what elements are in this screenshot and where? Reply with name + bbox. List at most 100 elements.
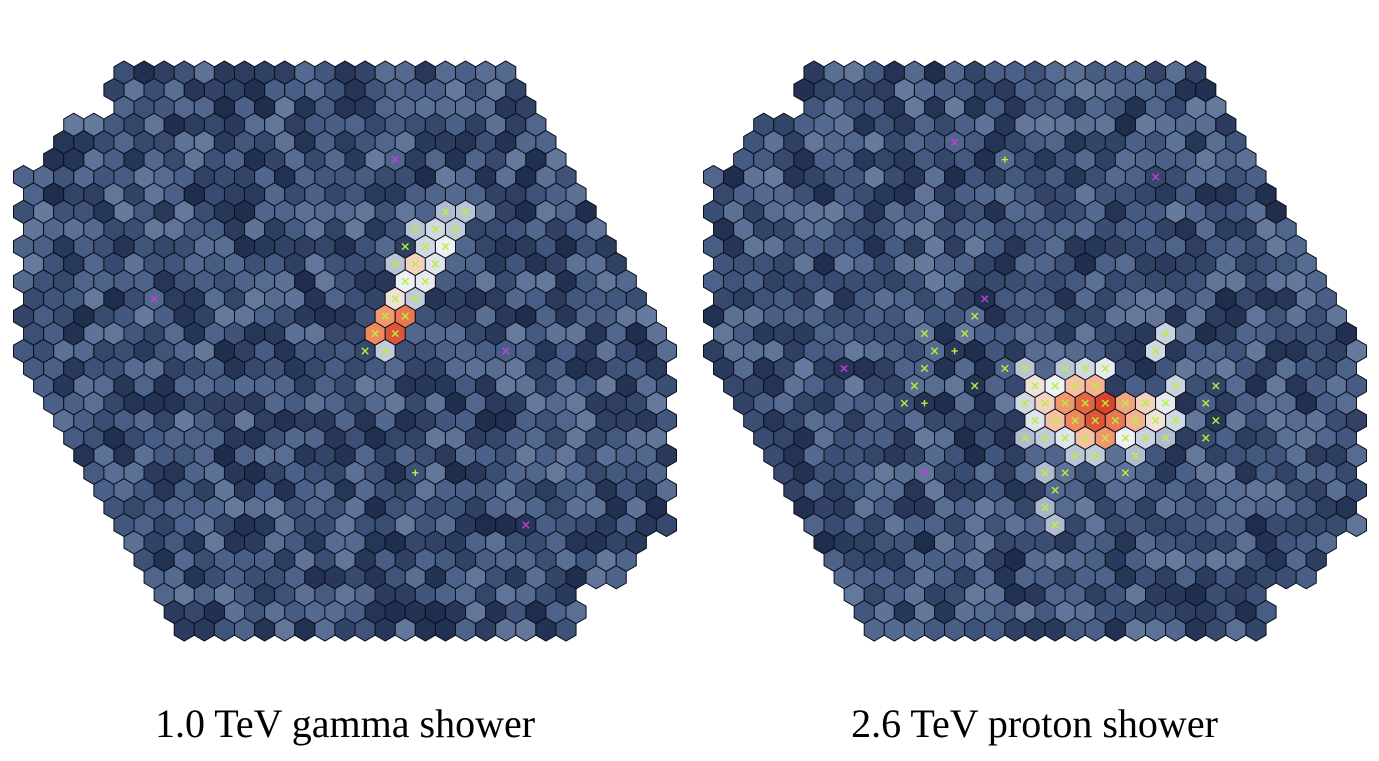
cleaned-pixel-marker [1041,469,1049,477]
cleaned-pixel-marker [411,295,420,303]
cleaned-pixel-marker [1071,416,1079,425]
cleaned-pixel-marker [1041,399,1049,407]
cleaned-pixel-marker [401,277,409,286]
flagged-pixel-marker [150,295,158,303]
cleaned-pixel-marker [381,312,389,320]
cleaned-pixel-marker [421,242,430,251]
cleaned-pixel-marker [1001,364,1009,373]
camera-pixel [655,443,678,468]
cleaned-pixel-marker [900,399,909,407]
cleaned-pixel-marker [1101,434,1110,442]
cleaned-pixel-marker [1051,521,1059,529]
camera-pixel [655,478,678,503]
cleaned-pixel-marker [930,347,939,355]
cleaned-pixel-marker [971,312,979,320]
cleaned-pixel-marker [1131,451,1140,460]
cleaned-pixel-marker [461,208,470,216]
camera-image-proton [702,60,1368,642]
pixel-grid [702,60,1368,642]
cleaned-pixel-marker [1031,382,1039,390]
cleaned-pixel-marker [1171,416,1180,425]
cleaned-pixel-marker [401,242,409,251]
cleaned-pixel-marker [361,347,369,355]
cleaned-pixel-marker [1202,434,1210,442]
cleaned-pixel-marker [1091,451,1099,460]
cleaned-pixel-marker [1131,416,1140,425]
cleaned-pixel-marker [1101,399,1110,407]
cleaned-pixel-marker [1061,434,1069,442]
camera-pixel [565,599,587,625]
camera-pixel [1345,408,1368,433]
cleaned-pixel-marker [920,364,929,373]
cleaned-pixel-marker [1151,416,1160,425]
cleaned-pixel-marker [1161,329,1170,338]
plus-marker [921,400,928,407]
caption-gamma: 1.0 TeV gamma shower [154,701,536,746]
camera-pixel [1345,478,1368,503]
cleaned-pixel-marker [451,225,460,233]
cleaned-pixel-marker [1212,416,1220,425]
cleaned-pixel-marker [1101,364,1110,373]
cleaned-pixel-marker [411,225,420,233]
cleaned-pixel-marker [1081,364,1089,373]
camera-pixel [1345,512,1368,538]
cleaned-pixel-marker [391,295,399,303]
camera-pixel [655,512,678,538]
cleaned-pixel-marker [1021,364,1029,373]
cleaned-pixel-marker [1171,382,1180,390]
plus-marker [951,347,958,355]
camera-panel-gamma: 1.0 TeV gamma shower [12,60,678,746]
cleaned-pixel-marker [1061,399,1069,407]
caption-proton: 2.6 TeV proton shower [851,701,1218,746]
cleaned-pixel-marker [1161,434,1170,442]
cleaned-pixel-marker [1041,503,1049,512]
cleaned-pixel-marker [441,208,450,216]
camera-pixel [655,408,678,433]
plus-marker [1001,156,1009,163]
cleaned-pixel-marker [1151,347,1160,355]
cleaned-pixel-marker [971,382,979,390]
cleaned-pixel-marker [1141,399,1150,407]
plus-marker [412,469,419,476]
cleaned-pixel-marker [431,260,440,268]
cleaned-pixel-marker [1161,399,1170,407]
cleaned-pixel-marker [421,277,430,286]
cleaned-pixel-marker [441,242,450,251]
cleaned-pixel-marker [920,329,929,338]
cleaned-pixel-marker [1141,434,1150,442]
camera-image-gamma [12,60,678,642]
cleaned-pixel-marker [1071,451,1079,460]
camera-pixel [655,373,678,398]
cleaned-pixel-marker [960,329,969,338]
camera-pixel [1345,338,1368,364]
camera-pixel [1345,373,1368,398]
flagged-pixel-marker [920,469,929,477]
cleaned-pixel-marker [391,329,399,338]
cleaned-pixel-marker [1081,399,1089,407]
camera-pixel [655,338,678,364]
flagged-pixel-marker [1151,173,1160,181]
cleaned-pixel-marker [1021,434,1029,442]
cleaned-pixel-marker [910,382,919,390]
cleaned-pixel-marker [401,312,409,320]
flagged-pixel-marker [502,347,510,355]
cleaned-pixel-marker [1091,416,1099,425]
cleaned-pixel-marker [1031,416,1039,425]
flagged-pixel-marker [522,521,530,529]
flagged-pixel-marker [981,295,989,303]
flagged-pixel-marker [950,138,959,146]
cleaned-pixel-marker [1051,382,1059,390]
cleaned-pixel-marker [1121,399,1130,407]
cleaned-pixel-marker [1021,399,1029,407]
camera-panel-proton: 2.6 TeV proton shower [690,0,1379,761]
cleaned-pixel-marker [1071,382,1079,390]
cleaned-pixel-marker [1051,486,1059,494]
cleaned-pixel-marker [1081,434,1089,442]
cleaned-pixel-marker [1121,434,1130,442]
pixel-grid [12,60,678,642]
flagged-pixel-marker [840,364,848,373]
cleaned-pixel-marker [1051,416,1059,425]
cleaned-pixel-marker [391,260,399,268]
cleaned-pixel-marker [431,225,440,233]
cleaned-pixel-marker [381,347,389,355]
